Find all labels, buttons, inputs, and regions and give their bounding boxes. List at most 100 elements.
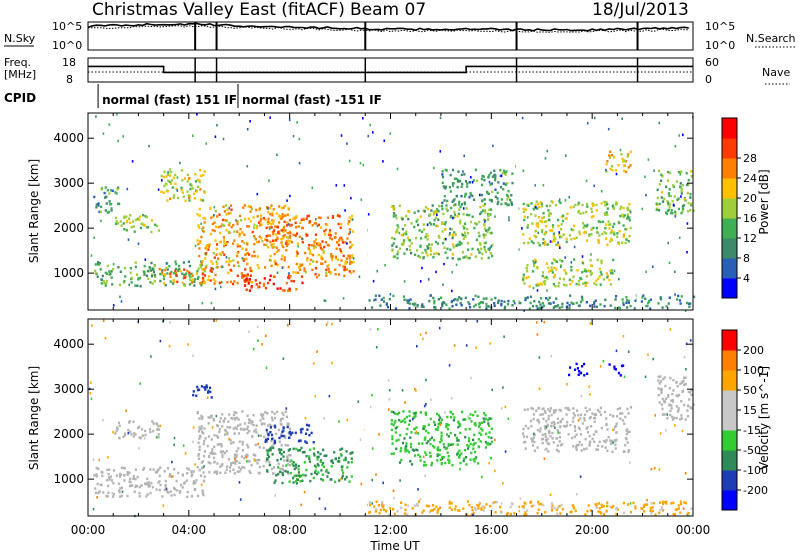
power-cell bbox=[236, 222, 239, 226]
power-cell bbox=[180, 188, 183, 192]
velocity-cell bbox=[249, 471, 252, 474]
velocity-cell bbox=[192, 393, 195, 397]
power-cell bbox=[104, 196, 107, 199]
velocity-cell bbox=[233, 472, 236, 475]
power-cell bbox=[242, 206, 245, 209]
velocity-cell bbox=[568, 373, 571, 377]
power-cell bbox=[307, 214, 310, 218]
power-cell bbox=[473, 305, 476, 308]
power-cell bbox=[487, 228, 490, 231]
velocity-cell bbox=[408, 450, 411, 454]
velocity-colorbar-segment bbox=[722, 490, 737, 511]
y-tick-label: 4000 bbox=[53, 131, 84, 145]
power-cell bbox=[193, 278, 196, 281]
power-cell bbox=[464, 180, 468, 183]
power-cell bbox=[451, 168, 455, 172]
power-cell bbox=[302, 217, 305, 221]
power-cell bbox=[186, 173, 189, 177]
power-cell bbox=[263, 277, 266, 280]
velocity-cell bbox=[623, 375, 626, 378]
power-cell bbox=[335, 247, 338, 250]
y-tick-label: 2000 bbox=[53, 427, 84, 441]
velocity-cell bbox=[668, 404, 671, 407]
power-cell bbox=[130, 281, 133, 284]
power-cell bbox=[541, 220, 544, 224]
velocity-cell bbox=[465, 456, 468, 459]
velocity-cell bbox=[278, 470, 281, 474]
power-cell bbox=[671, 184, 675, 187]
velocity-cell bbox=[295, 482, 298, 485]
power-cell bbox=[433, 166, 435, 170]
power-cell bbox=[218, 252, 221, 255]
data-gap bbox=[364, 113, 368, 310]
power-cell bbox=[416, 304, 419, 308]
power-cell bbox=[317, 223, 320, 227]
power-cell bbox=[201, 272, 204, 276]
power-cell bbox=[432, 296, 435, 300]
velocity-cell bbox=[169, 473, 172, 476]
power-cell bbox=[241, 240, 244, 243]
velocity-cell bbox=[491, 388, 493, 392]
power-cell bbox=[334, 273, 337, 276]
power-cell bbox=[244, 268, 247, 271]
power-cell bbox=[243, 257, 246, 261]
velocity-cell bbox=[209, 452, 212, 455]
power-cell bbox=[265, 243, 268, 247]
power-cell bbox=[314, 267, 318, 270]
power-cell bbox=[188, 177, 191, 180]
power-cell bbox=[532, 208, 535, 211]
velocity-cell bbox=[667, 395, 670, 398]
power-cell bbox=[668, 194, 671, 197]
velocity-cell bbox=[677, 407, 680, 410]
power-cell bbox=[395, 231, 398, 234]
velocity-cell bbox=[279, 451, 282, 454]
power-cell bbox=[592, 214, 595, 218]
power-cell bbox=[286, 213, 289, 216]
velocity-cell bbox=[212, 452, 215, 455]
power-cell bbox=[174, 260, 177, 263]
power-cell bbox=[652, 265, 654, 268]
power-cell bbox=[125, 229, 128, 232]
power-cell bbox=[555, 305, 558, 308]
power-cell bbox=[102, 280, 105, 283]
velocity-cell bbox=[206, 391, 210, 394]
velocity-cell bbox=[486, 442, 489, 446]
velocity-cell bbox=[482, 417, 485, 420]
velocity-cell bbox=[97, 491, 100, 495]
velocity-cell bbox=[661, 397, 664, 401]
velocity-cell bbox=[254, 458, 256, 462]
velocity-cell bbox=[304, 440, 307, 443]
power-cell bbox=[608, 278, 611, 282]
power-cell bbox=[97, 202, 100, 205]
power-cell bbox=[477, 295, 480, 299]
velocity-cell bbox=[140, 484, 143, 487]
power-cell bbox=[243, 204, 246, 207]
power-cell bbox=[204, 257, 207, 260]
power-cell bbox=[257, 285, 260, 289]
velocity-cell bbox=[346, 466, 349, 469]
velocity-cell bbox=[243, 427, 246, 431]
power-cell bbox=[287, 239, 290, 242]
velocity-cell bbox=[190, 474, 193, 478]
power-cell bbox=[595, 305, 598, 309]
power-cell bbox=[217, 225, 220, 229]
power-cell bbox=[388, 297, 391, 301]
power-cell bbox=[452, 243, 455, 246]
velocity-cell bbox=[405, 415, 408, 419]
velocity-cell bbox=[238, 440, 241, 443]
power-cell bbox=[455, 177, 458, 181]
velocity-cell bbox=[567, 433, 570, 436]
velocity-cell bbox=[270, 424, 273, 428]
power-cell bbox=[508, 216, 510, 219]
velocity-cell bbox=[210, 450, 214, 453]
power-cell bbox=[455, 263, 458, 267]
power-cell bbox=[316, 243, 320, 246]
power-cell bbox=[232, 242, 235, 245]
power-cell bbox=[258, 281, 262, 285]
velocity-cell bbox=[473, 460, 476, 463]
power-cell bbox=[268, 234, 272, 237]
velocity-cell bbox=[544, 448, 546, 451]
velocity-cell bbox=[683, 376, 686, 380]
velocity-cell bbox=[265, 438, 268, 441]
power-cell bbox=[457, 170, 460, 173]
